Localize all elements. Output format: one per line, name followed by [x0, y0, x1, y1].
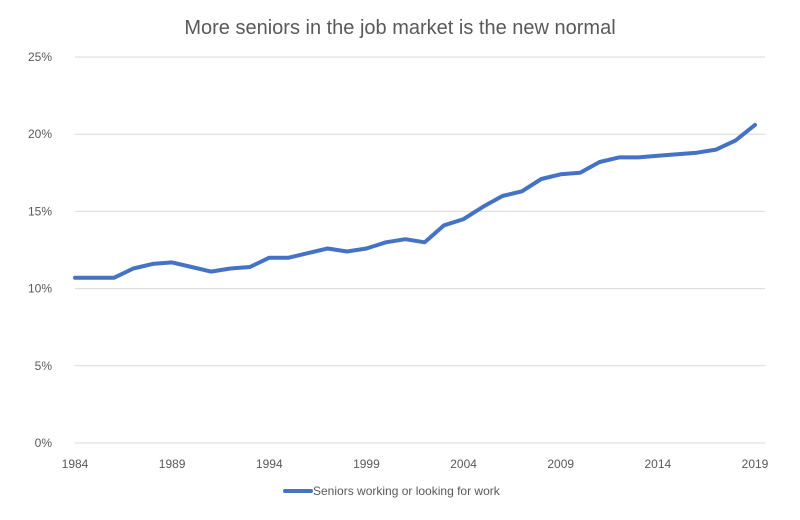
x-tick-label: 2004 [450, 457, 477, 471]
x-tick-label: 1999 [353, 457, 380, 471]
x-tick-label: 2019 [742, 457, 769, 471]
x-tick-label: 1984 [62, 457, 89, 471]
y-tick-label: 5% [35, 359, 53, 373]
x-tick-label: 2014 [645, 457, 672, 471]
series-layer [73, 122, 757, 280]
y-tick-label: 15% [28, 204, 52, 218]
legend-label: Seniors working or looking for work [313, 484, 501, 498]
y-tick-label: 0% [35, 436, 53, 450]
chart-title: More seniors in the job market is the ne… [184, 17, 615, 39]
gridlines [75, 56, 765, 444]
y-tick-label: 20% [28, 127, 52, 141]
y-tick-label: 25% [28, 50, 52, 64]
y-axis-ticks: 0% 5% 10% 15% 20% 25% [28, 50, 52, 450]
x-tick-label: 1994 [256, 457, 283, 471]
x-axis-ticks: 1984 1989 1994 1999 2004 2009 2014 2019 [62, 457, 769, 471]
series-line [73, 122, 757, 280]
legend: Seniors working or looking for work [283, 484, 501, 498]
x-tick-label: 1989 [159, 457, 186, 471]
x-tick-label: 2009 [547, 457, 574, 471]
y-tick-label: 10% [28, 282, 52, 296]
